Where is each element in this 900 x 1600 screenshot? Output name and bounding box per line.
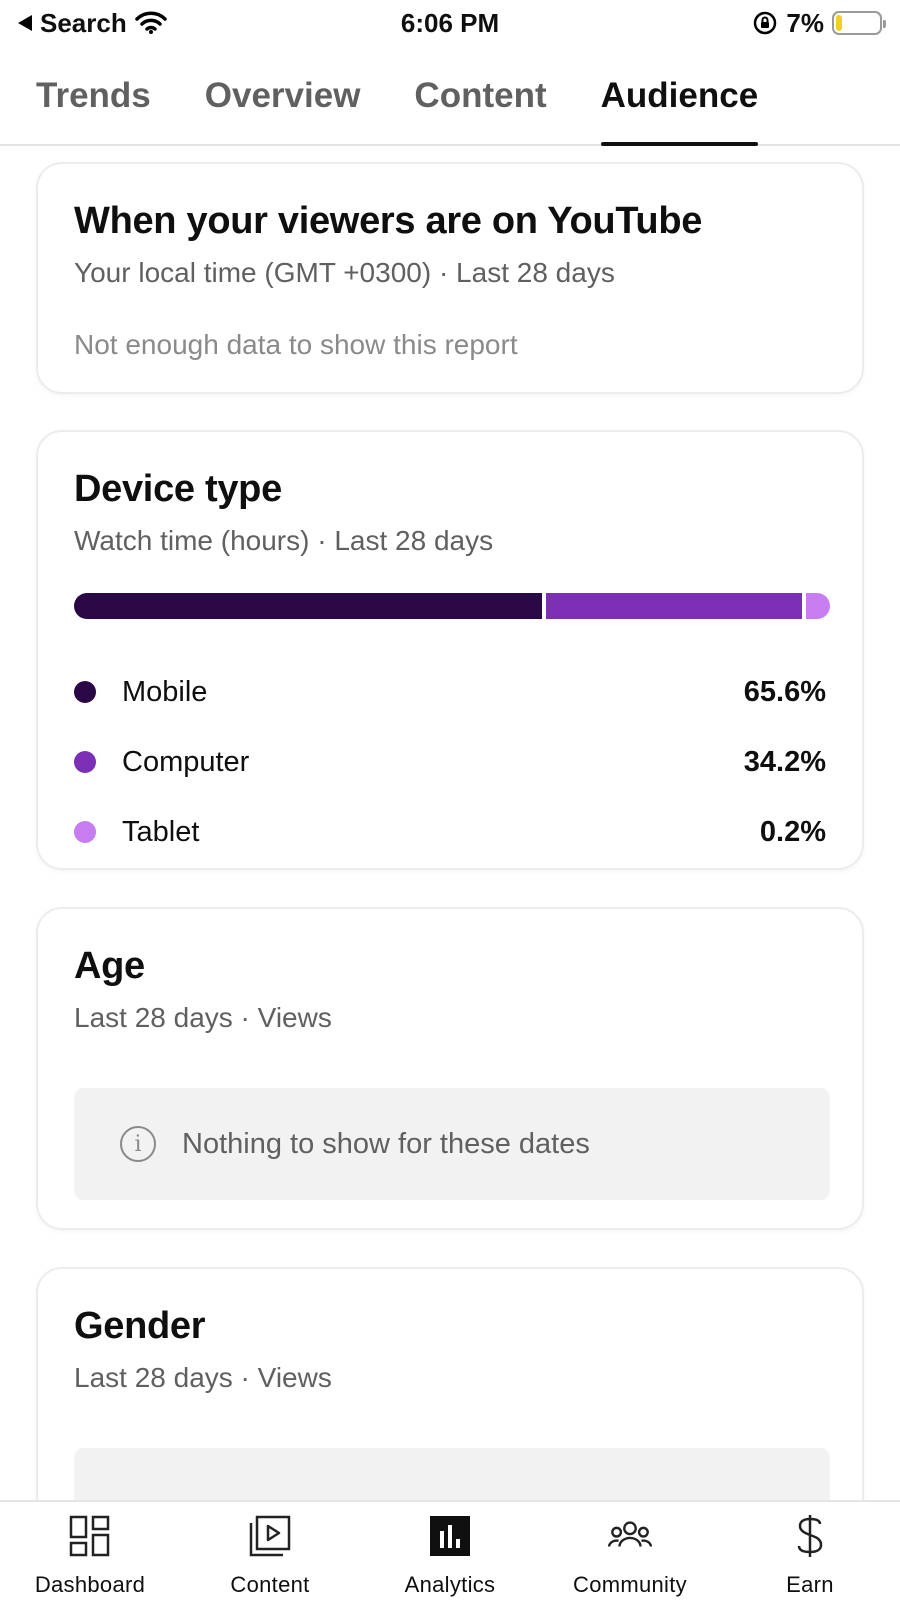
mobile-dot-icon <box>74 681 96 703</box>
legend-label: Tablet <box>122 815 200 848</box>
nav-label: Dashboard <box>34 1572 146 1597</box>
card-subtitle: Last 28 days · Views <box>74 1362 332 1393</box>
age-card: Age Last 28 days · Views i Nothing to sh… <box>36 907 864 1230</box>
card-title: Age <box>74 945 145 987</box>
back-to-search[interactable]: Search <box>18 8 167 39</box>
device-legend: Mobile 65.6% Computer 34.2% Tablet 0.2% <box>74 657 826 867</box>
nav-label: Earn <box>786 1572 834 1597</box>
legend-value: 0.2% <box>759 815 826 848</box>
bar-segment-tablet <box>805 593 830 619</box>
legend-value: 34.2% <box>743 745 826 778</box>
legend-row-tablet: Tablet 0.2% <box>74 797 826 867</box>
card-subtitle: Your local time (GMT +0300) · Last 28 da… <box>74 257 615 288</box>
wifi-icon <box>134 11 167 34</box>
dashboard-icon <box>68 1514 112 1558</box>
tab-content[interactable]: Content <box>414 76 547 115</box>
status-bar: Search 6:06 PM 7% <box>0 0 900 46</box>
nav-content[interactable]: Content <box>180 1502 360 1598</box>
viewers-time-card: When your viewers are on YouTube Your lo… <box>36 162 864 394</box>
device-type-card: Device type Watch time (hours) · Last 28… <box>36 430 864 870</box>
empty-text: Nothing to show for these dates <box>182 1127 590 1160</box>
card-title: Gender <box>74 1305 206 1347</box>
tab-trends[interactable]: Trends <box>36 76 151 115</box>
card-title: When your viewers are on YouTube <box>74 200 703 242</box>
tablet-dot-icon <box>74 821 96 843</box>
legend-label: Mobile <box>122 675 208 708</box>
legend-row-computer: Computer 34.2% <box>74 727 826 797</box>
bar-segment-computer <box>546 593 802 619</box>
legend-value: 65.6% <box>743 675 826 708</box>
earn-icon <box>788 1514 832 1558</box>
nav-label: Analytics <box>404 1572 496 1597</box>
info-icon: i <box>120 1126 156 1162</box>
nav-analytics[interactable]: Analytics <box>360 1502 540 1598</box>
bar-segment-mobile <box>74 593 543 619</box>
back-arrow-icon <box>18 15 32 31</box>
bottom-navigation: Dashboard Content Analytics <box>0 1500 900 1600</box>
content-icon <box>248 1514 292 1558</box>
nav-label: Content <box>230 1572 310 1597</box>
empty-state: i Nothing to show for these dates <box>74 1088 830 1200</box>
nav-earn[interactable]: Earn <box>720 1502 900 1598</box>
nav-label: Community <box>573 1572 687 1597</box>
analytics-icon <box>428 1514 472 1558</box>
card-subtitle: Last 28 days · Views <box>74 1002 332 1033</box>
card-subtitle: Watch time (hours) · Last 28 days <box>74 525 494 556</box>
back-label: Search <box>40 7 127 38</box>
tab-overview[interactable]: Overview <box>204 76 361 115</box>
no-data-message: Not enough data to show this report <box>74 329 518 360</box>
rotation-lock-icon <box>754 11 777 35</box>
legend-label: Computer <box>122 745 250 778</box>
nav-dashboard[interactable]: Dashboard <box>0 1502 180 1598</box>
tab-audience[interactable]: Audience <box>600 56 758 146</box>
gender-card: Gender Last 28 days · Views <box>36 1267 864 1560</box>
battery-percent: 7% <box>786 7 824 38</box>
card-title: Device type <box>74 468 282 510</box>
battery-icon <box>832 11 886 35</box>
device-share-bar <box>74 593 830 619</box>
community-icon <box>608 1514 652 1558</box>
nav-community[interactable]: Community <box>540 1502 720 1598</box>
legend-row-mobile: Mobile 65.6% <box>74 657 826 727</box>
computer-dot-icon <box>74 751 96 773</box>
analytics-tabs: Trends Overview Content Audience <box>0 56 900 146</box>
